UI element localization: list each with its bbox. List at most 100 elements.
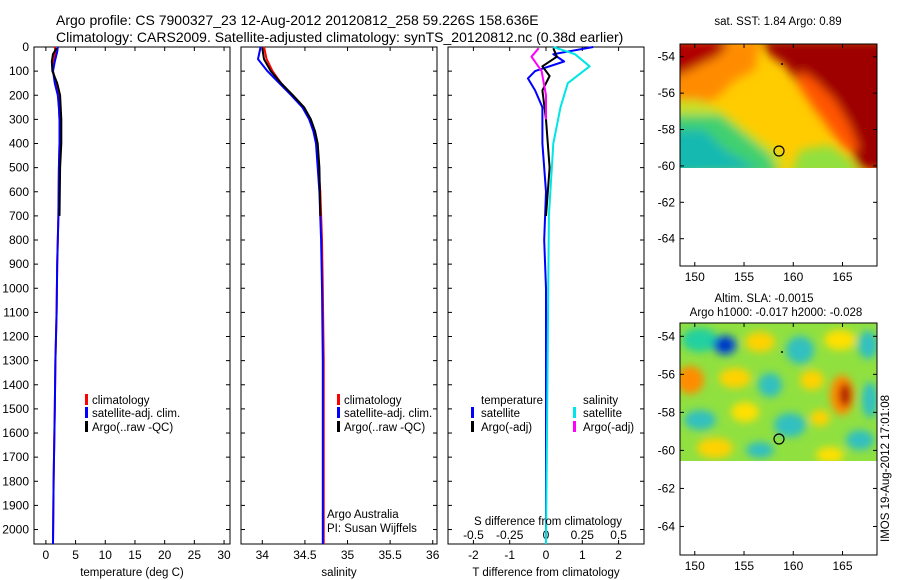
salinity-profiles bbox=[257, 46, 325, 544]
attribution-line-2: PI: Susan Wijffels bbox=[327, 523, 417, 535]
sst-heatmap bbox=[680, 44, 877, 168]
difference-xlabel: T difference from climatology bbox=[472, 567, 619, 579]
map-y-tick-label: -54 bbox=[658, 329, 676, 343]
attribution-line-1: Argo Australia bbox=[327, 509, 399, 521]
depth-tick-label: 1700 bbox=[2, 450, 29, 464]
argo-location-marker bbox=[773, 433, 785, 445]
difference-profiles bbox=[526, 46, 594, 545]
map-x-tick-label: 160 bbox=[783, 559, 803, 573]
x-tick-label: 0 bbox=[43, 548, 50, 562]
salinity-axes-frame bbox=[240, 46, 438, 545]
sst-map-panel: sat. SST: 1.84 Argo: 0.89 150 155 160 165 -5… bbox=[658, 16, 878, 284]
map-y-tick-label: -62 bbox=[658, 195, 676, 209]
depth-tick-label: 400 bbox=[9, 137, 29, 151]
temperature-axes-frame bbox=[33, 46, 231, 545]
legend-swatch-satellite bbox=[337, 407, 340, 418]
salinity-xlabel: salinity bbox=[321, 567, 356, 579]
salinity-x-axis: 34 34.5 35 35.5 36 bbox=[256, 47, 440, 562]
x-tick-label: 25 bbox=[188, 548, 202, 562]
series-line-argo-raw-qc- bbox=[261, 48, 322, 216]
depth-tick-label: 900 bbox=[9, 257, 29, 271]
series-line-salinity-satellite bbox=[545, 46, 591, 545]
depth-tick-label: 700 bbox=[9, 209, 29, 223]
legend-swatch-argo bbox=[337, 421, 340, 432]
legend-label-argo: Argo(..raw -QC) bbox=[344, 422, 425, 434]
sla-map-axes: 150 155 160 165 -54 -56 -58 -60 -62 -64 bbox=[658, 323, 877, 573]
difference-salinity-scale: -0.5 -0.25 0 0.25 0.5 bbox=[463, 528, 627, 542]
legend-swatch-t-satellite bbox=[471, 407, 474, 418]
depth-tick-label: 1400 bbox=[2, 378, 29, 392]
x-tick-label: 34 bbox=[256, 548, 270, 562]
sla-map-title-2: Argo h1000: -0.017 h2000: -0.028 bbox=[690, 307, 863, 319]
map-x-tick-label: 160 bbox=[783, 270, 803, 284]
legend-label-climatology: climatology bbox=[92, 395, 150, 407]
legend-swatch-argo bbox=[85, 421, 88, 432]
map-x-tick-label: 155 bbox=[734, 559, 754, 573]
legend-swatch-t-argo bbox=[471, 421, 474, 432]
map-y-tick-label: -60 bbox=[658, 159, 676, 173]
difference-legend: temperature satellite Argo(-adj) salinit… bbox=[471, 395, 634, 434]
salinity-panel: 34 34.5 35 35.5 36 salinity climatology sate… bbox=[240, 46, 440, 579]
sst-map-title: sat. SST: 1.84 Argo: 0.89 bbox=[714, 16, 841, 28]
argo-location-marker bbox=[773, 145, 785, 157]
x-tick-label: -1 bbox=[504, 548, 515, 562]
depth-tick-label: 1500 bbox=[2, 402, 29, 416]
legend-swatch-climatology bbox=[337, 394, 340, 405]
x-tick-label: 10 bbox=[99, 548, 113, 562]
sla-map-frame bbox=[679, 322, 878, 556]
map-x-tick-label: 165 bbox=[833, 270, 853, 284]
map-y-tick-label: -60 bbox=[658, 443, 676, 457]
title-line-1: Argo profile: CS 7900327_23 12-Aug-2012 … bbox=[56, 12, 539, 28]
map-y-tick-label: -62 bbox=[658, 481, 676, 495]
legend-label-t-argo: Argo(-adj) bbox=[481, 422, 532, 434]
x-tick-label: 1 bbox=[579, 548, 586, 562]
series-line-satellite-adj-clim- bbox=[52, 46, 61, 545]
x-tick-label: 34.5 bbox=[293, 548, 317, 562]
legend-swatch-satellite bbox=[85, 407, 88, 418]
temperature-xlabel: temperature (deg C) bbox=[80, 567, 184, 579]
legend-label-satellite: satellite-adj. clim. bbox=[92, 408, 180, 420]
legend-label-satellite: satellite-adj. clim. bbox=[344, 408, 432, 420]
legend-swatch-climatology bbox=[85, 394, 88, 405]
salinity-legend: climatology satellite-adj. clim. Argo(..… bbox=[337, 394, 432, 434]
map-y-tick-label: -64 bbox=[658, 232, 676, 246]
depth-tick-label: 1100 bbox=[3, 305, 29, 319]
imos-timestamp: IMOS 19-Aug-2012 17:01:08 bbox=[880, 395, 892, 542]
x-tick-label: 15 bbox=[128, 548, 142, 562]
legend-header-temperature: temperature bbox=[481, 395, 543, 407]
sla-map-panel: Altim. SLA: -0.0015 Argo h1000: -0.017 h… bbox=[658, 293, 878, 573]
depth-tick-label: 1800 bbox=[2, 474, 29, 488]
depth-tick-label: 500 bbox=[9, 161, 29, 175]
salinity-diff-tick-label: -0.25 bbox=[496, 528, 524, 542]
salinity-diff-tick-label: 0.5 bbox=[610, 528, 627, 542]
temperature-profiles bbox=[50, 46, 63, 545]
map-x-tick-label: 150 bbox=[685, 270, 705, 284]
depth-tick-label: 200 bbox=[9, 88, 29, 102]
depth-tick-label: 1900 bbox=[2, 498, 29, 512]
map-y-tick-label: -54 bbox=[658, 50, 676, 64]
map-y-tick-label: -58 bbox=[658, 405, 676, 419]
series-line-argo-raw-qc- bbox=[50, 47, 63, 216]
title-line-2: Climatology: CARS2009. Satellite-adjuste… bbox=[56, 29, 623, 45]
depth-tick-label: 1300 bbox=[2, 354, 29, 368]
difference-top-label: S difference from climatology bbox=[474, 516, 622, 528]
depth-tick-label: 800 bbox=[9, 233, 29, 247]
difference-depth-ticks bbox=[448, 46, 644, 531]
legend-label-t-satellite: satellite bbox=[481, 408, 520, 420]
depth-tick-label: 1600 bbox=[2, 426, 29, 440]
x-tick-label: 5 bbox=[72, 548, 79, 562]
depth-tick-label: 300 bbox=[9, 112, 29, 126]
x-tick-label: 20 bbox=[158, 548, 172, 562]
series-line-temperature-satellite bbox=[526, 46, 594, 544]
map-x-tick-label: 150 bbox=[685, 559, 705, 573]
map-y-tick-label: -56 bbox=[658, 86, 676, 100]
depth-tick-label: 600 bbox=[9, 185, 29, 199]
depth-tick-label: 1000 bbox=[2, 281, 29, 295]
x-tick-label: 2 bbox=[615, 548, 622, 562]
temperature-panel: 0100200300400500600700800900100011001200… bbox=[2, 40, 231, 579]
series-line-temperature-argo-adj- bbox=[541, 47, 558, 216]
series-line-salinity-argo-adj- bbox=[530, 47, 547, 120]
sla-map-title-1: Altim. SLA: -0.0015 bbox=[714, 293, 813, 305]
legend-label-s-satellite: satellite bbox=[583, 408, 622, 420]
